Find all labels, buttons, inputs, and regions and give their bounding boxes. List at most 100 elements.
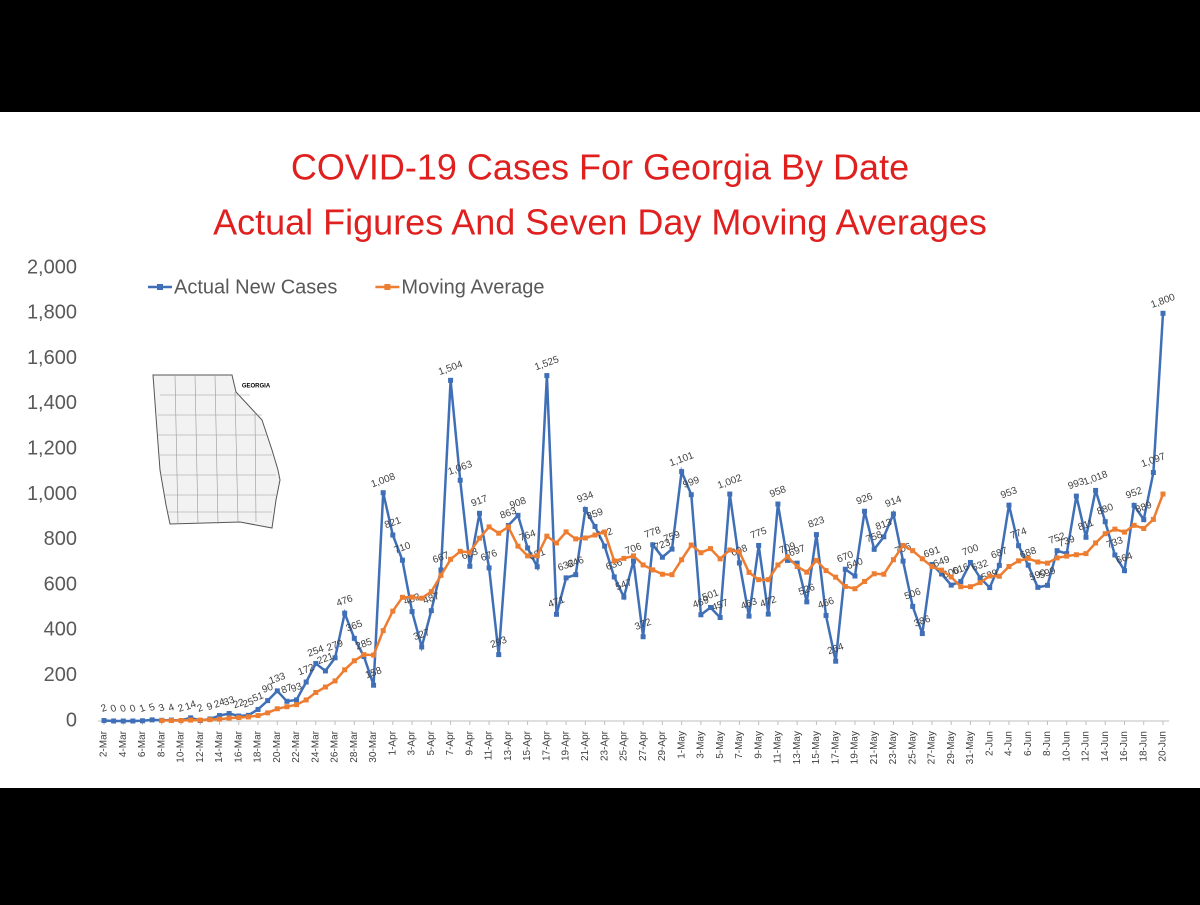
point-marker	[544, 373, 550, 379]
data-label: 999	[682, 475, 702, 491]
point-marker	[419, 644, 425, 650]
x-tick-label: 5-Apr	[426, 730, 437, 755]
legend-label: Moving Average	[401, 276, 544, 298]
point-marker	[332, 678, 338, 684]
point-marker	[669, 546, 675, 552]
x-tick-label: 4-Mar	[118, 730, 129, 757]
x-tick-label: 27-May	[927, 731, 938, 764]
point-marker	[149, 717, 155, 723]
x-tick-label: 12-Mar	[195, 730, 206, 762]
data-label: 733	[1105, 535, 1125, 551]
x-tick-label: 8-Mar	[156, 730, 167, 757]
x-tick-label: 7-May	[734, 731, 745, 759]
x-tick-label: 17-May	[830, 731, 841, 764]
point-marker	[130, 718, 136, 724]
point-marker	[698, 612, 704, 618]
data-label: 22	[232, 697, 247, 711]
point-marker	[438, 572, 444, 578]
data-label: 466	[816, 595, 836, 611]
data-label: 917	[470, 493, 490, 509]
data-label: 2	[100, 702, 109, 714]
point-marker	[727, 491, 733, 497]
point-marker	[294, 697, 300, 703]
data-label: 670	[836, 549, 856, 565]
x-tick-label: 23-Apr	[599, 730, 610, 761]
x-tick-label: 9-May	[753, 731, 764, 759]
point-marker	[486, 565, 492, 571]
data-label: 649	[932, 554, 952, 570]
point-marker	[486, 524, 492, 530]
point-marker	[284, 704, 290, 710]
point-marker	[582, 535, 588, 541]
x-tick-label: 11-Apr	[484, 730, 495, 760]
point-marker	[813, 532, 819, 538]
map-label: GEORGIA	[242, 384, 271, 390]
data-label: 723	[653, 537, 673, 553]
point-marker	[746, 569, 752, 575]
point-marker	[939, 567, 945, 573]
point-marker	[1054, 555, 1060, 561]
point-marker	[448, 556, 454, 562]
x-tick-label: 1-Apr	[387, 730, 398, 755]
data-label: 372	[633, 617, 653, 633]
point-marker	[1150, 470, 1156, 476]
data-label: 880	[1096, 502, 1116, 518]
x-tick-label: 2-Jun	[984, 731, 995, 756]
x-tick-label: 6-Mar	[137, 730, 148, 757]
data-label: 471	[547, 594, 567, 610]
point-marker	[640, 562, 646, 568]
point-marker	[467, 563, 473, 569]
point-marker	[476, 535, 482, 541]
point-marker	[611, 574, 617, 580]
point-marker	[708, 546, 714, 552]
data-label: 506	[903, 586, 923, 602]
data-label: 4	[167, 702, 176, 714]
x-tick-label: 31-May	[965, 731, 976, 764]
data-label: 599	[1038, 565, 1058, 581]
point-marker	[553, 540, 559, 546]
x-tick-label: 21-May	[869, 731, 880, 764]
point-marker	[178, 718, 184, 724]
point-marker	[967, 584, 973, 590]
data-label: 93	[289, 681, 304, 695]
point-marker	[890, 511, 896, 517]
point-marker	[380, 628, 386, 634]
point-marker	[1112, 526, 1118, 532]
point-marker	[1160, 310, 1166, 316]
point-marker	[120, 718, 126, 724]
map: GEORGIA	[152, 374, 281, 529]
data-label: 958	[768, 484, 788, 500]
point-marker	[563, 575, 569, 581]
point-marker	[910, 603, 916, 609]
point-marker	[390, 532, 396, 538]
x-tick-label: 29-May	[946, 731, 957, 764]
point-marker	[274, 706, 280, 712]
data-label: 664	[1115, 551, 1135, 567]
point-marker	[1073, 552, 1079, 558]
x-tick-label: 26-Mar	[330, 730, 341, 762]
point-marker	[245, 714, 251, 720]
point-marker	[631, 558, 636, 564]
data-label: 706	[624, 541, 644, 557]
point-marker	[294, 702, 300, 708]
data-label: 811	[1077, 517, 1096, 533]
point-marker	[217, 716, 223, 722]
data-label: 934	[576, 489, 596, 505]
y-tick-label: 1,600	[27, 347, 77, 369]
data-label: 457	[710, 597, 730, 613]
y-tick-label: 400	[44, 619, 77, 641]
point-marker	[255, 713, 261, 719]
x-tick-label: 9-Apr	[464, 730, 475, 755]
x-tick-label: 14-Jun	[1100, 731, 1111, 762]
point-marker	[871, 546, 877, 552]
point-marker	[332, 655, 338, 661]
point-marker	[303, 697, 309, 703]
point-marker	[631, 553, 636, 559]
data-label: 914	[884, 494, 904, 510]
point-marker	[265, 710, 271, 716]
x-tick-label: 6-Jun	[1023, 731, 1034, 756]
data-label: 293	[489, 635, 509, 651]
point-marker	[958, 578, 964, 584]
point-marker	[1141, 517, 1147, 523]
data-label: 908	[508, 495, 528, 511]
